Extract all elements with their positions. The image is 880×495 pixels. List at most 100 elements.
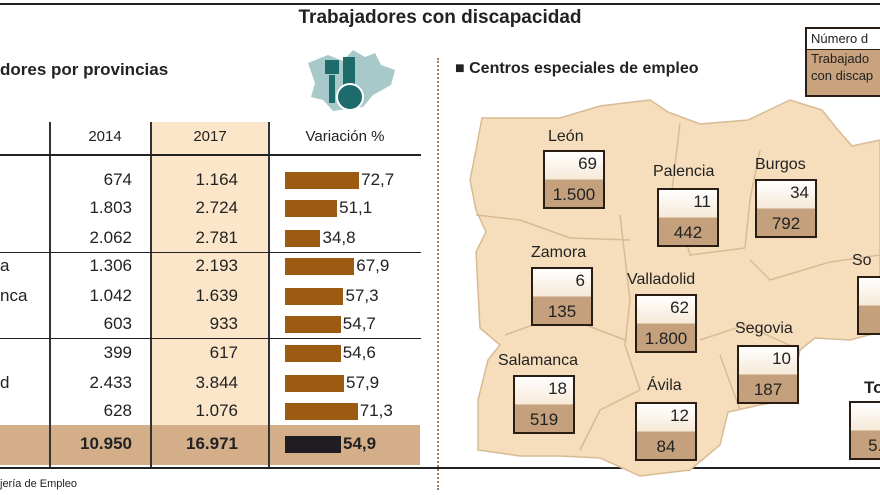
trabajadores-count: 1.500 <box>552 185 596 204</box>
row-variation-bar <box>285 288 344 305</box>
centros-count: 69 <box>578 154 597 173</box>
col-divider <box>49 122 51 468</box>
row-2017: 2.781 <box>195 228 238 247</box>
row-variation-bar <box>285 316 341 333</box>
row-2014: 1.803 <box>89 198 132 217</box>
row-variation: 72,7 <box>361 170 395 189</box>
trabajadores-count: 519 <box>529 410 559 429</box>
page-title: Trabajadores con discapacidad <box>298 7 582 28</box>
centros-count: 34 <box>790 183 809 202</box>
total-variation-bar <box>285 436 341 453</box>
province-label: Palencia <box>653 163 715 180</box>
total-2017: 16.971 <box>186 434 238 453</box>
province-box: 34 792 <box>755 179 817 238</box>
province-box: 11 442 <box>657 188 719 247</box>
trabajadores-count: 792 <box>771 214 801 233</box>
province-label: Salamanca <box>498 352 579 369</box>
table-subtitle: dores por provincias <box>0 60 169 79</box>
row-2017: 1.164 <box>195 170 238 189</box>
top-rule <box>0 3 880 5</box>
centros-count: 6 <box>575 271 585 290</box>
group-rule <box>0 338 421 339</box>
province-label: Valladolid <box>627 271 696 288</box>
header-variacion: Variación % <box>305 128 385 145</box>
row-2017: 3.844 <box>195 373 238 392</box>
row-variation-bar <box>285 258 355 275</box>
trabajadores-count: 442 <box>673 223 703 242</box>
row-2017: 2.193 <box>195 256 238 275</box>
row-2014: 1.306 <box>89 256 132 275</box>
row-2017: 1.076 <box>195 401 238 420</box>
row-variation-bar <box>285 172 360 189</box>
row-2017: 617 <box>209 343 238 362</box>
centros-count: 62 <box>670 298 689 317</box>
row-2017: 1.639 <box>195 286 238 305</box>
province-box: 6 135 <box>531 267 593 326</box>
map-subtitle-text: Centros especiales de empleo <box>469 60 699 77</box>
total-2014: 10.950 <box>80 434 132 453</box>
trabajadores-count: 1.800 <box>644 329 688 348</box>
row-2014: 1.042 <box>89 286 132 305</box>
trabajadores-count: 135 <box>547 302 577 321</box>
row-variation: 34,8 <box>322 228 356 247</box>
province-label: Burgos <box>755 156 806 173</box>
row-variation-bar <box>285 230 321 247</box>
row-label: d <box>0 373 10 392</box>
province-box: 69 1.500 <box>543 150 605 209</box>
province-box: 8 <box>857 276 880 335</box>
centros-count: 11 <box>693 192 711 211</box>
province-box: 2 5.5 <box>849 401 880 460</box>
legend-centros: Número d <box>807 29 880 50</box>
row-2014: 2.062 <box>89 228 132 247</box>
legend-trabajadores-2: con discap <box>811 68 874 83</box>
legend: Número d Trabajado con discap <box>805 27 880 97</box>
header-2017: 2017 <box>193 128 227 145</box>
centros-count: 12 <box>670 406 689 425</box>
legend-trabajadores-1: Trabajado <box>811 51 870 66</box>
trabajadores-count: 5.5 <box>868 436 880 455</box>
province-box: 18 519 <box>513 375 575 434</box>
total-variation: 54,9 <box>342 434 377 453</box>
row-variation: 71,3 <box>359 401 393 420</box>
province-box: 62 1.800 <box>635 294 697 353</box>
row-variation: 57,3 <box>345 286 379 305</box>
row-variation-bar <box>285 403 358 420</box>
header-rule <box>0 154 421 156</box>
row-variation: 67,9 <box>356 256 390 275</box>
trabajadores-count: 187 <box>753 380 783 399</box>
province-box: 12 84 <box>635 402 697 461</box>
total-row-bg <box>0 425 420 465</box>
province-label: Ávila <box>647 377 682 394</box>
centros-count: 18 <box>548 379 567 398</box>
row-2014: 628 <box>103 401 132 420</box>
province-box: 10 187 <box>737 345 799 404</box>
row-2017: 2.724 <box>195 198 238 217</box>
province-label: To <box>864 378 880 397</box>
row-variation-bar <box>285 345 341 362</box>
row-2017: 933 <box>209 314 238 333</box>
row-variation: 51,1 <box>339 198 373 217</box>
row-2014: 674 <box>103 170 132 189</box>
header-2014: 2014 <box>88 128 122 145</box>
row-2014: 2.433 <box>89 373 132 392</box>
col-divider <box>150 122 152 468</box>
row-variation-bar <box>285 375 345 392</box>
square-bullet-icon: ■ <box>455 60 470 77</box>
province-label: León <box>548 128 584 145</box>
region-wheelchair-icon <box>308 50 395 111</box>
row-2014: 399 <box>103 343 132 362</box>
col-divider <box>268 122 270 468</box>
bottom-rule <box>0 467 880 469</box>
centros-count: 10 <box>772 349 791 368</box>
row-label: nca <box>0 286 28 305</box>
source-note: jería de Empleo <box>0 478 78 490</box>
row-label: a <box>0 256 10 275</box>
province-label: Segovia <box>735 320 793 337</box>
row-variation: 54,7 <box>342 314 376 333</box>
group-rule <box>0 252 421 253</box>
row-variation: 54,6 <box>342 343 376 362</box>
province-label: Zamora <box>531 244 587 261</box>
row-variation: 57,9 <box>346 373 380 392</box>
